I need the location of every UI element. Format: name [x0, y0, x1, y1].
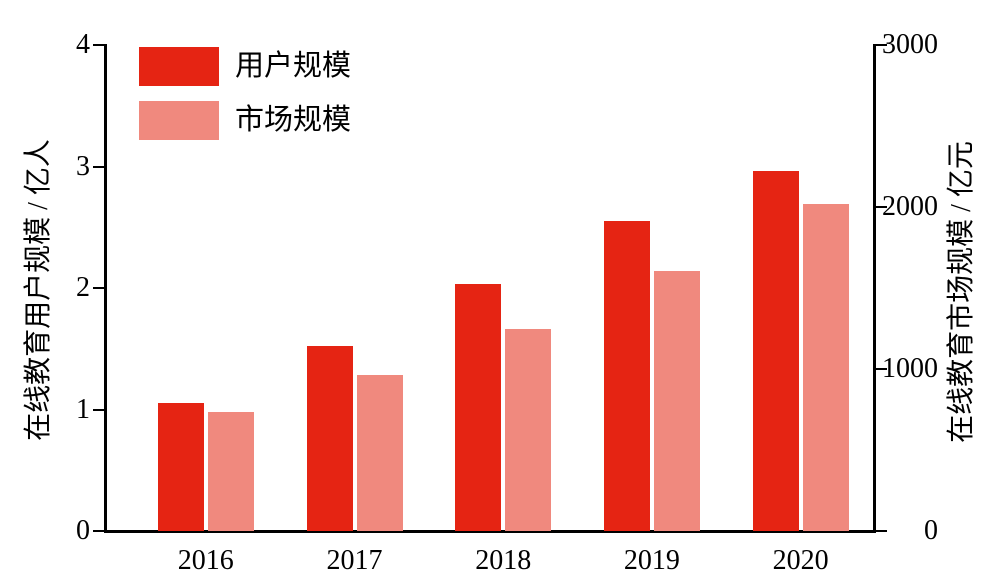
- bar-users-2019: [603, 221, 650, 531]
- left-axis-tick: [93, 44, 105, 46]
- bar-market-2017: [356, 374, 403, 531]
- right-axis-title: 在线教育市场规模 / 亿元: [946, 141, 977, 443]
- legend-item-market: 市场规模: [139, 101, 351, 140]
- x-axis-label-2020: 2020: [772, 545, 829, 576]
- left-axis-tick-label: 0: [76, 515, 90, 546]
- bar-market-2020: [802, 203, 849, 531]
- right-axis-tick-label: 2000: [882, 191, 938, 222]
- left-axis-tick-label: 3: [76, 151, 90, 182]
- x-axis-line: [104, 530, 876, 533]
- bar-users-2018: [455, 284, 502, 531]
- left-axis-tick: [93, 409, 105, 411]
- bar-users-2016: [157, 403, 204, 531]
- left-axis-tick-label: 1: [76, 394, 90, 425]
- x-axis-label-2017: 2017: [326, 545, 383, 576]
- bar-users-2020: [752, 171, 799, 531]
- left-axis-tick-label: 4: [76, 29, 90, 60]
- bar-market-2019: [653, 270, 700, 531]
- left-axis-line: [104, 44, 107, 533]
- bar-market-2018: [505, 328, 552, 531]
- right-axis-tick-label: 0: [924, 515, 938, 546]
- right-axis-tick-label: 1000: [882, 353, 938, 384]
- x-axis-label-2019: 2019: [623, 545, 680, 576]
- left-axis-tick: [93, 530, 105, 532]
- bar-market-2016: [207, 411, 254, 531]
- right-axis-tick: [875, 368, 887, 370]
- x-axis-label-2016: 2016: [177, 545, 234, 576]
- legend-swatch-market: [139, 101, 219, 140]
- left-axis-tick: [93, 166, 105, 168]
- legend-label-users: 用户规模: [235, 50, 352, 82]
- right-axis-tick: [875, 206, 887, 208]
- legend-swatch-users: [139, 47, 219, 86]
- left-axis-tick: [93, 287, 105, 289]
- bar-users-2017: [306, 346, 353, 531]
- right-axis-line: [873, 44, 876, 533]
- legend-item-users: 用户规模: [139, 47, 351, 86]
- left-axis-tick-label: 2: [76, 272, 90, 303]
- right-axis-tick: [875, 44, 887, 46]
- right-axis-tick: [875, 530, 887, 532]
- x-axis-label-2018: 2018: [475, 545, 532, 576]
- legend-label-market: 市场规模: [235, 104, 352, 136]
- right-axis-tick-label: 3000: [882, 29, 938, 60]
